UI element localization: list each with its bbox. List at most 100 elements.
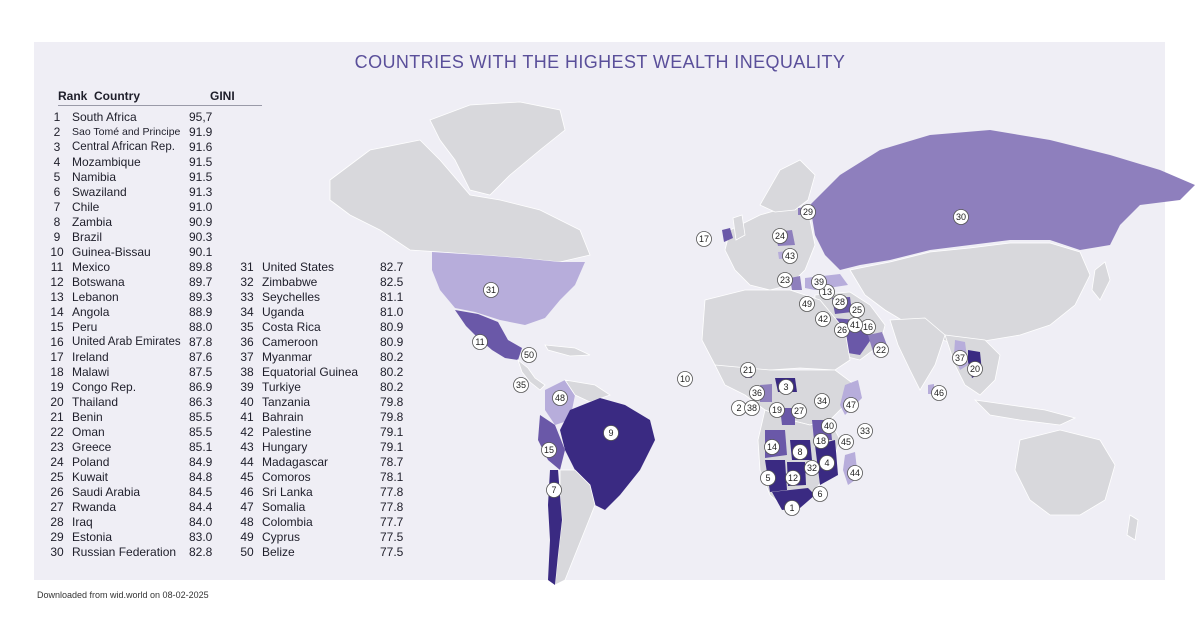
marker-circle <box>760 470 776 486</box>
marker-label: 16 <box>863 322 873 332</box>
marker-circle <box>541 442 557 458</box>
country-name: Mozambique <box>72 155 141 169</box>
region-russia <box>810 130 1195 270</box>
rank-number: 3 <box>53 140 61 154</box>
gini-value: 78.1 <box>380 470 404 484</box>
gini-value: 95,7 <box>189 110 213 124</box>
rank-number: 41 <box>240 410 254 424</box>
marker-circle <box>784 500 800 516</box>
country-name: South Africa <box>72 110 137 124</box>
country-name: Chile <box>72 200 100 214</box>
source-note: Downloaded from wid.world on 08-02-2025 <box>37 590 209 600</box>
country-name: Namibia <box>72 170 117 184</box>
gini-value: 91.5 <box>189 170 213 184</box>
rank-number: 9 <box>53 230 61 244</box>
marker-label: 5 <box>765 473 770 483</box>
rank-number: 4 <box>53 155 61 169</box>
gini-value: 84.8 <box>189 470 213 484</box>
marker-label: 20 <box>970 364 980 374</box>
header-rank: Rank <box>58 89 88 103</box>
rank-number: 44 <box>240 455 254 469</box>
country-name: United Arab Emirates <box>72 336 181 348</box>
map-marker-36: 36 <box>749 385 765 401</box>
gini-value: 83.0 <box>189 530 213 544</box>
country-name: Cyprus <box>262 530 301 544</box>
marker-label: 49 <box>802 299 812 309</box>
rank-number: 34 <box>240 305 254 319</box>
marker-circle <box>847 465 863 481</box>
marker-label: 35 <box>516 380 526 390</box>
map-marker-1: 1 <box>784 500 800 516</box>
marker-circle <box>552 390 568 406</box>
rank-number: 27 <box>50 500 64 514</box>
map-marker-27: 27 <box>791 403 807 419</box>
country-name: Uganda <box>262 305 305 319</box>
gini-value: 89.7 <box>189 275 213 289</box>
marker-circle <box>811 274 827 290</box>
header-gini: GINI <box>210 89 235 103</box>
gini-value: 77.8 <box>380 485 404 499</box>
map-marker-40: 40 <box>821 418 837 434</box>
map-marker-31: 31 <box>483 282 499 298</box>
gini-value: 81.1 <box>380 290 404 304</box>
marker-label: 2 <box>736 403 741 413</box>
marker-label: 30 <box>956 212 966 222</box>
land-japan <box>1091 261 1111 301</box>
marker-label: 7 <box>551 485 556 495</box>
gini-value: 89.8 <box>189 260 213 274</box>
marker-label: 11 <box>475 337 484 347</box>
country-name: Rwanda <box>72 500 117 514</box>
country-name: Oman <box>72 425 105 439</box>
country-name: Benin <box>72 410 103 424</box>
country-name: Somalia <box>262 500 306 514</box>
gini-value: 85.5 <box>189 410 213 424</box>
marker-circle <box>782 248 798 264</box>
marker-label: 31 <box>486 285 496 295</box>
map-marker-41: 41 <box>847 317 863 333</box>
marker-label: 34 <box>817 396 827 406</box>
marker-label: 25 <box>852 305 862 315</box>
country-name: Bahrain <box>262 410 304 424</box>
marker-label: 43 <box>785 251 795 261</box>
map-marker-28: 28 <box>832 294 848 310</box>
rank-number: 22 <box>50 425 64 439</box>
rank-number: 30 <box>50 545 64 559</box>
gini-value: 90.9 <box>189 215 213 229</box>
country-name: Turkiye <box>262 380 301 394</box>
country-name: Estonia <box>72 530 113 544</box>
rank-number: 2 <box>53 125 61 139</box>
rank-number: 24 <box>50 455 64 469</box>
marker-circle <box>873 342 889 358</box>
country-name: Belize <box>262 545 295 559</box>
land-greenland <box>429 101 566 196</box>
rank-number: 33 <box>240 290 254 304</box>
country-name: Myanmar <box>262 350 313 364</box>
rank-number: 28 <box>50 515 64 529</box>
marker-label: 29 <box>803 207 813 217</box>
country-name: Peru <box>72 320 98 334</box>
rank-number: 40 <box>240 395 254 409</box>
rank-number: 19 <box>50 380 64 394</box>
gini-value: 91.9 <box>189 125 213 139</box>
region-brazil <box>560 398 655 510</box>
marker-label: 38 <box>747 403 757 413</box>
marker-circle <box>800 204 816 220</box>
marker-label: 39 <box>814 277 824 287</box>
rank-number: 31 <box>240 260 254 274</box>
rank-number: 5 <box>53 170 61 184</box>
gini-value: 87.6 <box>189 350 213 364</box>
marker-label: 45 <box>841 437 851 447</box>
gini-value: 87.8 <box>189 335 213 349</box>
map-marker-21: 21 <box>740 362 756 378</box>
map-marker-37: 37 <box>952 350 968 366</box>
rank-number: 38 <box>240 365 254 379</box>
map-marker-45: 45 <box>838 434 854 450</box>
map-marker-23: 23 <box>777 272 793 288</box>
land-north-america-north <box>329 139 591 263</box>
gini-value: 79.8 <box>380 395 404 409</box>
rank-number: 17 <box>50 350 64 364</box>
rank-number: 43 <box>240 440 254 454</box>
map-marker-9: 9 <box>603 425 619 441</box>
country-name: Costa Rica <box>262 320 321 334</box>
map-marker-39: 39 <box>811 274 827 290</box>
